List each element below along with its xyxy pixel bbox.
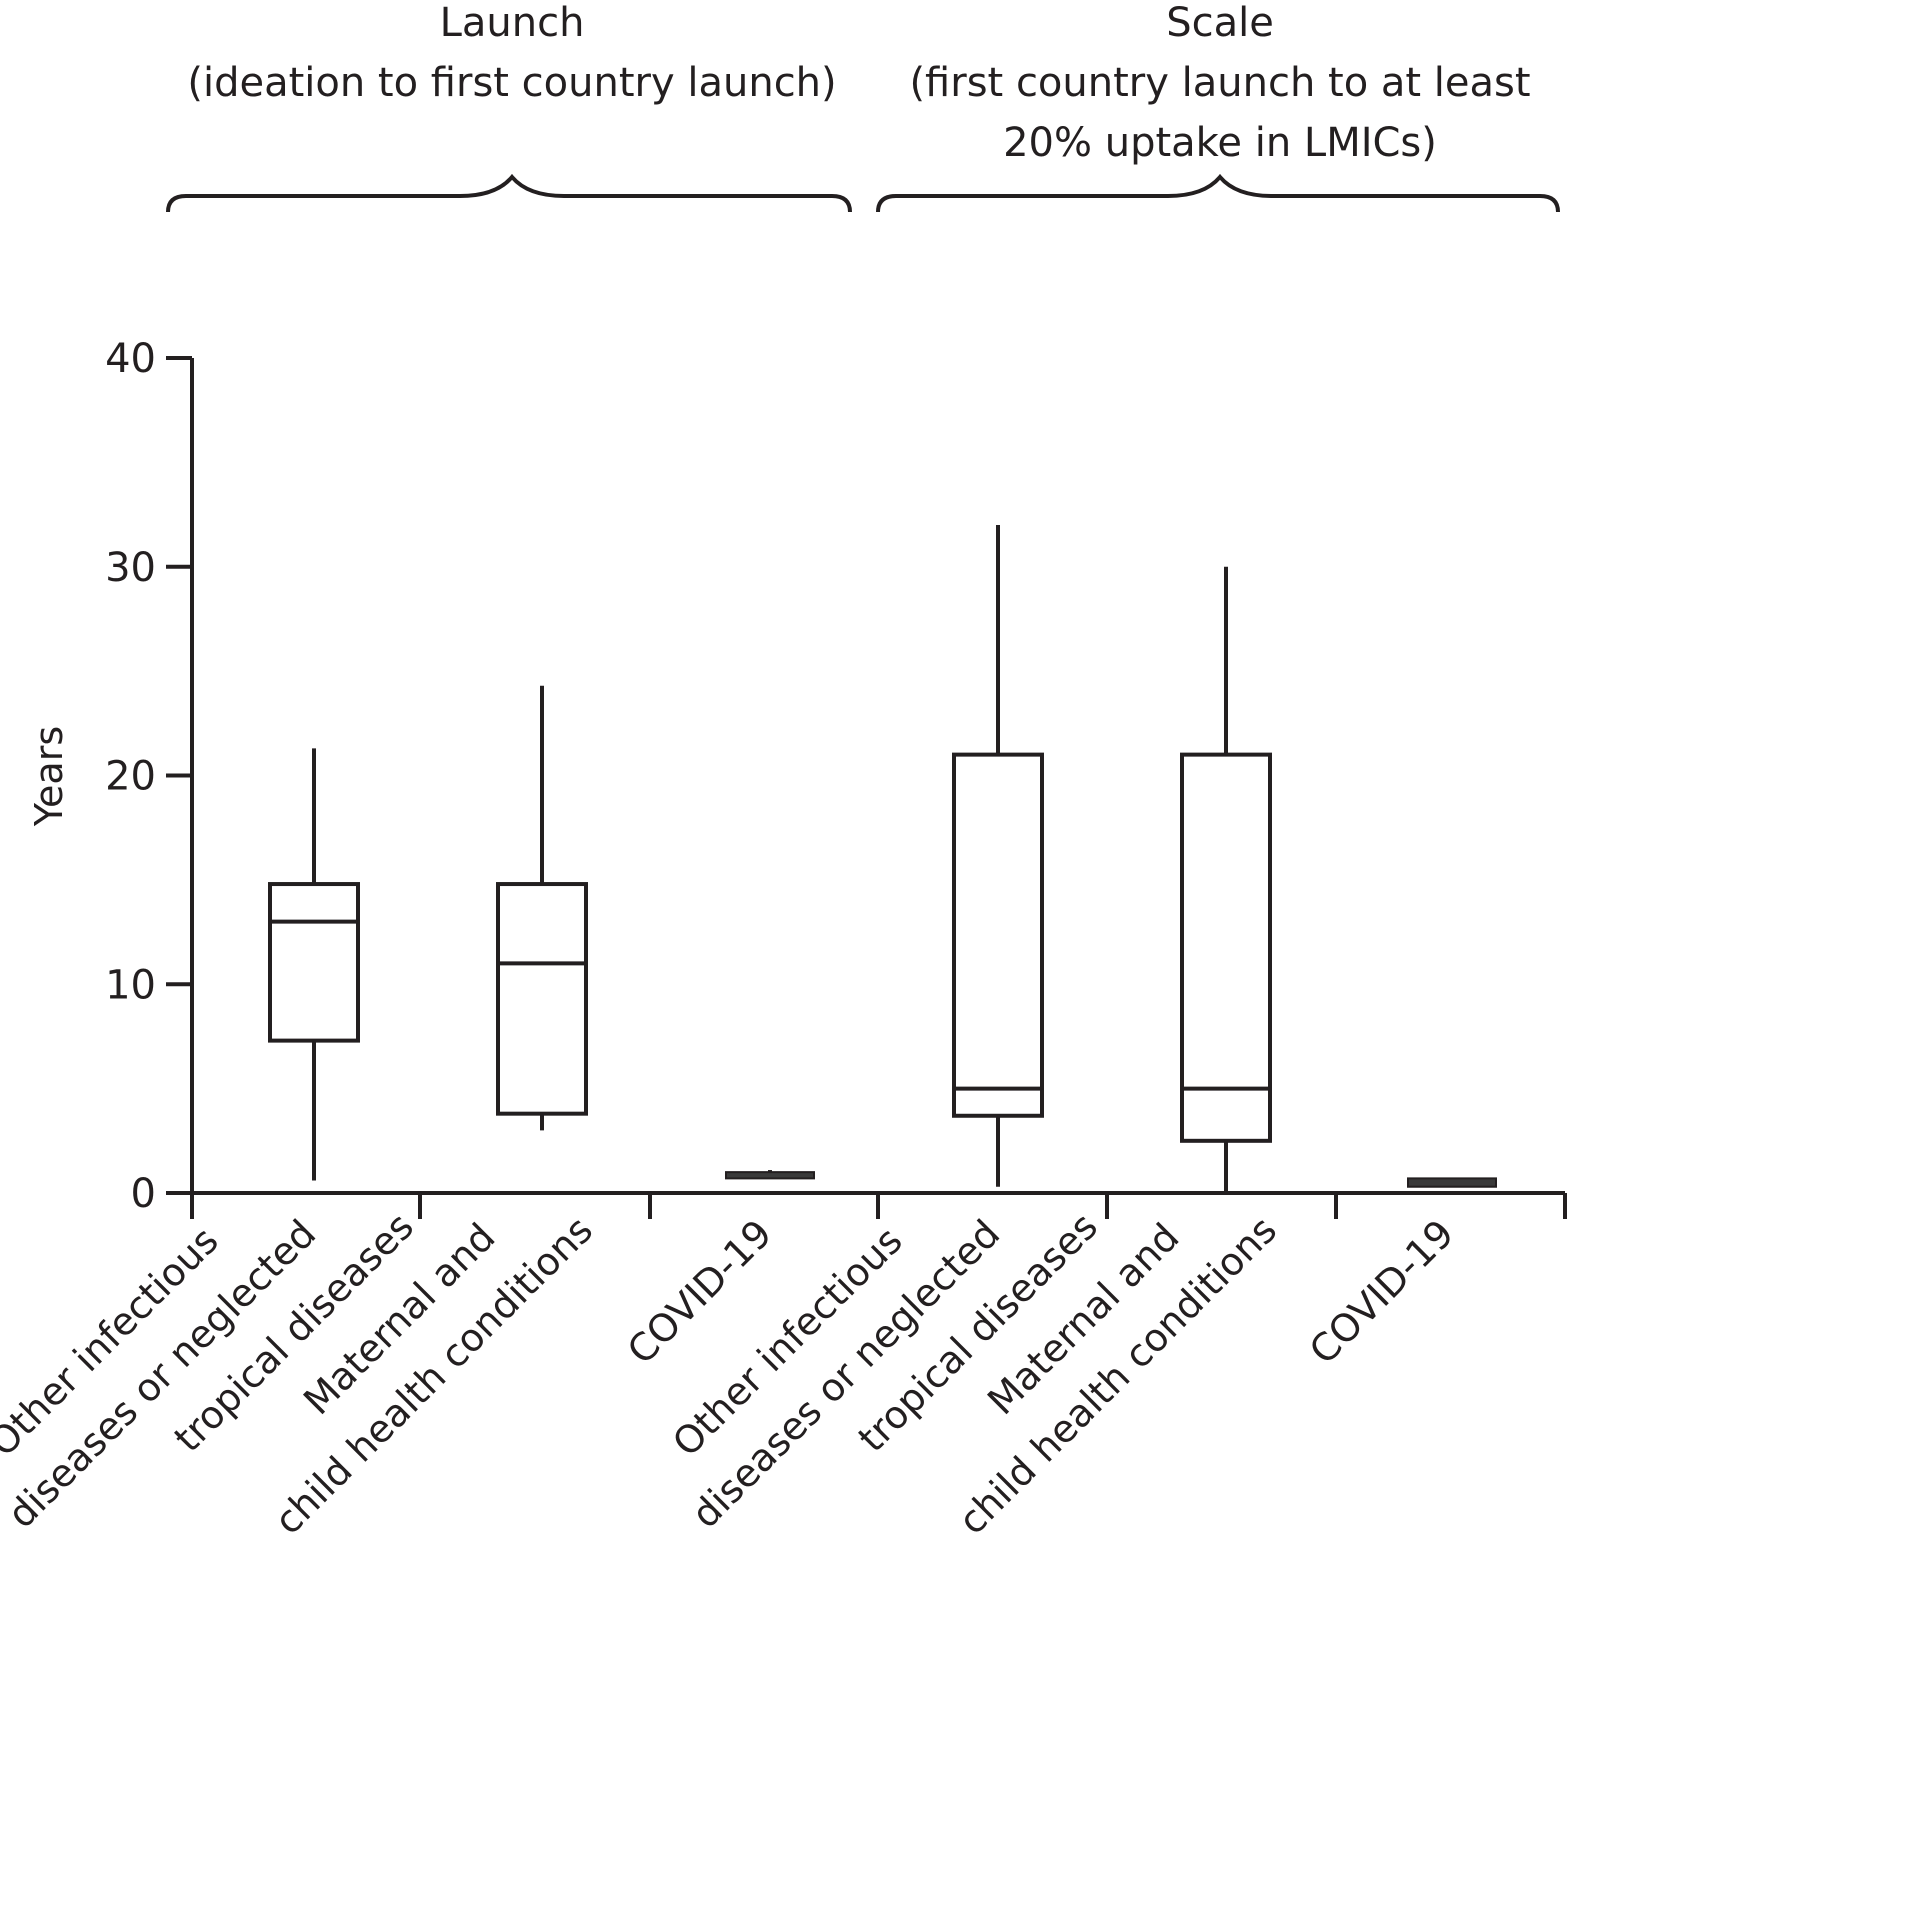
box-0-0-body — [268, 882, 360, 1043]
box-1-2-label: COVID-19 — [1301, 1211, 1462, 1372]
box-1-2-body — [1407, 1177, 1497, 1188]
group-brace-1 — [876, 173, 1560, 213]
y-tick-label-0: 0 — [131, 1171, 156, 1217]
y-tick-label-30: 30 — [105, 545, 156, 591]
y-tick-label-10: 10 — [105, 962, 156, 1008]
box-1-1-body — [1180, 752, 1272, 1143]
group-subtitle-1-0: (first country launch to at least — [909, 60, 1530, 106]
axes: 0 10 20 30 40 Years — [27, 336, 1567, 1219]
group-subtitle-0-0: (ideation to first country launch) — [187, 60, 836, 106]
group-subtitle-1-1: 20% uptake in LMICs) — [1003, 120, 1437, 166]
group-headers: Launch (ideation to first country launch)… — [166, 0, 1560, 213]
group-title-1: Scale — [1166, 0, 1274, 46]
boxplot-chart: Launch (ideation to first country launch)… — [0, 0, 1567, 1543]
y-axis-label: Years — [27, 726, 71, 827]
box-0-2-body — [725, 1171, 815, 1180]
box-0-1-body — [496, 882, 588, 1116]
y-tick-label-40: 40 — [105, 336, 156, 382]
box-1-2-label-line-0: COVID-19 — [1301, 1211, 1462, 1372]
boxes — [268, 525, 1497, 1193]
group-title-0: Launch — [440, 0, 585, 46]
y-tick-label-20: 20 — [105, 754, 156, 800]
box-1-0-body — [952, 752, 1044, 1118]
group-brace-0 — [166, 173, 852, 213]
